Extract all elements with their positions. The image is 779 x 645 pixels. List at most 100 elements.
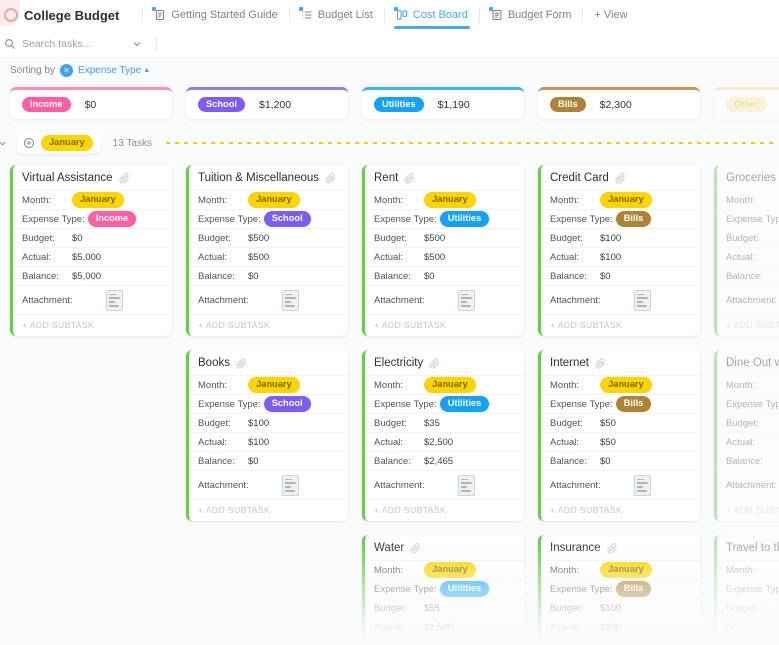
expense-type-tag[interactable]: Utilities xyxy=(439,396,490,412)
task-card[interactable]: Books Month: January Expense Type: Schoo… xyxy=(186,350,348,521)
field-value[interactable]: $0 xyxy=(600,270,611,282)
add-subtask-button[interactable]: + ADD SUBTASK xyxy=(726,320,779,330)
field-label: Expense Type: xyxy=(550,398,613,410)
field-value[interactable]: $2,465 xyxy=(424,455,454,467)
tab-budget-list[interactable]: Budget List xyxy=(298,7,373,21)
field-value[interactable]: $1,500 xyxy=(424,621,454,633)
task-card[interactable]: Virtual Assistance Month: January Expens… xyxy=(10,165,172,336)
expense-type-tag[interactable]: Utilities xyxy=(439,211,490,227)
field-budget: Budget: $500 xyxy=(189,229,348,248)
expense-type-tag[interactable]: Bills xyxy=(615,581,652,597)
column-header-school[interactable]: School $1,200 xyxy=(186,87,348,119)
column-header-income[interactable]: Income $0 xyxy=(10,87,172,119)
field-label: Attachment: xyxy=(726,294,777,306)
month-tag[interactable]: January xyxy=(248,377,300,393)
add-subtask-button[interactable]: + ADD SUBTASK xyxy=(374,320,447,330)
expense-type-tag[interactable]: Utilities xyxy=(439,581,490,597)
add-subtask-button[interactable]: + ADD SUBTASK xyxy=(550,505,623,515)
field-value[interactable]: $100 xyxy=(600,621,622,633)
field-value[interactable]: $2,500 xyxy=(424,436,454,448)
field-label: Month: xyxy=(726,564,756,576)
field-value[interactable]: $500 xyxy=(248,251,270,263)
tab-cost-board[interactable]: Cost Board xyxy=(393,7,470,29)
task-card[interactable]: Dine Out w Month: Expense Type: Budget: … xyxy=(714,350,779,521)
field-value[interactable]: $50 xyxy=(600,417,616,429)
task-card[interactable]: Insurance Month: January Expense Type: B… xyxy=(538,535,700,637)
month-tag[interactable]: January xyxy=(424,562,476,578)
tab-getting-started-guide[interactable]: Getting Started Guide xyxy=(152,7,278,21)
month-tag[interactable]: January xyxy=(248,192,300,208)
field-value[interactable]: $500 xyxy=(424,232,446,244)
expense-type-tag[interactable]: Bills xyxy=(615,211,652,227)
page-title: College Budget xyxy=(24,7,120,23)
field-value[interactable]: $55 xyxy=(424,602,440,614)
task-card[interactable]: Groceries Month: Expense Type: Budget: xyxy=(714,165,779,336)
expense-type-tag[interactable]: School xyxy=(263,396,311,412)
tab-budget-form[interactable]: Budget Form xyxy=(488,7,571,21)
month-tag[interactable]: January xyxy=(424,377,476,393)
add-subtask-button[interactable]: + ADD SUBTASK xyxy=(726,505,779,515)
task-card[interactable]: Credit Card Month: January Expense Type:… xyxy=(538,165,700,336)
month-tag[interactable]: January xyxy=(600,562,652,578)
paperclip-icon xyxy=(606,542,618,554)
field-value[interactable]: $0 xyxy=(72,232,83,244)
paperclip-icon xyxy=(595,357,606,369)
field-value[interactable]: $100 xyxy=(600,232,622,244)
field-value[interactable]: $500 xyxy=(248,232,270,244)
expense-type-tag[interactable]: School xyxy=(263,211,311,227)
attachment-thumbnail[interactable] xyxy=(281,474,299,496)
board-icon xyxy=(393,7,408,21)
column-header-bills[interactable]: Bills $2,300 xyxy=(538,87,700,119)
attachment-thumbnail[interactable] xyxy=(105,289,123,311)
task-card[interactable]: Tuition & Miscellaneous Month: January E… xyxy=(186,165,348,336)
task-card[interactable]: Internet Month: January Expense Type: Bi… xyxy=(538,350,700,521)
field-expense-type: Expense Type: xyxy=(717,580,779,599)
attachment-thumbnail[interactable] xyxy=(457,289,475,311)
group-pill[interactable]: January xyxy=(17,132,101,154)
add-subtask-button[interactable]: + ADD SUBTASK xyxy=(198,505,271,515)
expense-type-tag[interactable]: Bills xyxy=(615,396,652,412)
task-card[interactable]: Rent Month: January Expense Type: Utilit… xyxy=(362,165,524,336)
attachment-thumbnail[interactable] xyxy=(633,474,651,496)
field-value[interactable]: $0 xyxy=(600,455,611,467)
field-value[interactable]: $5,000 xyxy=(72,251,102,263)
field-value[interactable]: $35 xyxy=(424,417,440,429)
field-value[interactable]: $0 xyxy=(248,455,259,467)
expense-type-tag[interactable]: Income xyxy=(87,211,137,227)
add-view-button[interactable]: + View xyxy=(594,9,627,21)
attachment-thumbnail[interactable] xyxy=(457,474,475,496)
add-subtask-button[interactable]: + ADD SUBTASK xyxy=(198,320,271,330)
add-subtask-button[interactable]: + ADD SUBTASK xyxy=(374,505,447,515)
chevron-down-icon[interactable] xyxy=(132,39,142,49)
sort-field-button[interactable]: Expense Type ▲ xyxy=(78,65,150,76)
month-tag[interactable]: January xyxy=(72,192,124,208)
task-card[interactable]: Water Month: January Expense Type: Utili… xyxy=(362,535,524,637)
month-tag[interactable]: January xyxy=(600,192,652,208)
field-value[interactable]: $100 xyxy=(600,602,622,614)
remove-sort-icon[interactable]: ✕ xyxy=(60,64,74,77)
add-subtask-button[interactable]: + ADD SUBTASK xyxy=(550,320,623,330)
field-label: Expense Type: xyxy=(726,398,779,410)
task-card[interactable]: Travel to th Month: Expense Type: Budget… xyxy=(714,535,779,637)
field-value[interactable]: $5,000 xyxy=(72,270,102,282)
month-tag[interactable]: January xyxy=(600,377,652,393)
field-value[interactable]: $0 xyxy=(248,270,259,282)
field-actual: Actual: $500 xyxy=(189,248,348,267)
field-label: Balance: xyxy=(22,270,59,282)
attachment-thumbnail[interactable] xyxy=(281,289,299,311)
column-header-utilities[interactable]: Utilities $1,190 xyxy=(362,87,524,119)
task-card[interactable]: Electricity Month: January Expense Type:… xyxy=(362,350,524,521)
attachment-thumbnail[interactable] xyxy=(633,289,651,311)
column-header-other[interactable]: Other $ xyxy=(714,87,779,119)
field-value[interactable]: $50 xyxy=(600,436,616,448)
collapse-chevron-icon[interactable] xyxy=(0,139,7,148)
add-subtask-button[interactable]: + ADD SUBTASK xyxy=(22,320,95,330)
field-value[interactable]: $500 xyxy=(424,251,446,263)
field-value[interactable]: $100 xyxy=(248,417,270,429)
month-tag[interactable]: January xyxy=(424,192,476,208)
field-value[interactable]: $100 xyxy=(600,251,622,263)
search-input[interactable] xyxy=(20,36,132,51)
field-value[interactable]: $0 xyxy=(424,270,435,282)
field-label: Balance: xyxy=(550,455,587,467)
field-value[interactable]: $100 xyxy=(248,436,270,448)
